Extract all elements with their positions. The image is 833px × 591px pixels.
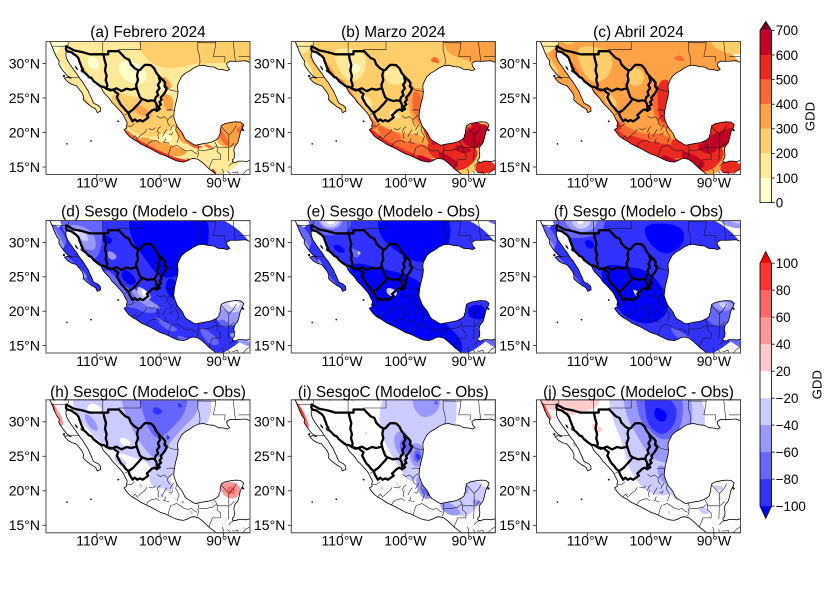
svg-text:110°W: 110°W (322, 353, 364, 369)
svg-text:100°W: 100°W (139, 174, 182, 190)
svg-text:0: 0 (776, 195, 783, 210)
svg-text:90°W: 90°W (206, 353, 241, 369)
svg-text:500: 500 (776, 72, 798, 87)
svg-text:100°W: 100°W (384, 533, 427, 549)
svg-text:60: 60 (776, 310, 791, 325)
svg-text:15°N: 15°N (9, 337, 40, 353)
svg-text:110°W: 110°W (567, 353, 609, 369)
svg-text:600: 600 (776, 48, 798, 63)
svg-text:110°W: 110°W (76, 533, 118, 549)
svg-text:20: 20 (776, 364, 791, 379)
svg-text:25°N: 25°N (254, 448, 285, 464)
svg-text:80: 80 (776, 283, 791, 298)
svg-text:−60: −60 (776, 445, 799, 460)
svg-text:100°W: 100°W (384, 174, 427, 190)
svg-text:15°N: 15°N (499, 517, 530, 533)
svg-text:20°N: 20°N (254, 483, 285, 499)
svg-text:25°N: 25°N (9, 90, 40, 106)
svg-text:15°N: 15°N (254, 517, 285, 533)
svg-text:(j) SesgoC (ModeloC - Obs): (j) SesgoC (ModeloC - Obs) (543, 384, 734, 401)
svg-text:90°W: 90°W (206, 533, 241, 549)
svg-text:25°N: 25°N (254, 90, 285, 106)
svg-text:100°W: 100°W (139, 533, 182, 549)
svg-text:90°W: 90°W (697, 174, 732, 190)
svg-text:200: 200 (776, 146, 798, 161)
svg-text:30°N: 30°N (9, 414, 40, 430)
svg-text:25°N: 25°N (499, 90, 530, 106)
svg-text:300: 300 (776, 122, 798, 137)
svg-text:15°N: 15°N (499, 159, 530, 175)
svg-text:90°W: 90°W (452, 533, 487, 549)
svg-text:90°W: 90°W (697, 533, 732, 549)
svg-text:100°W: 100°W (139, 353, 182, 369)
svg-text:100: 100 (776, 171, 798, 186)
svg-text:90°W: 90°W (697, 353, 732, 369)
svg-text:15°N: 15°N (254, 159, 285, 175)
svg-text:90°W: 90°W (206, 174, 241, 190)
svg-text:30°N: 30°N (9, 55, 40, 71)
svg-text:110°W: 110°W (76, 174, 118, 190)
svg-text:20°N: 20°N (254, 303, 285, 319)
svg-text:40: 40 (776, 337, 791, 352)
svg-text:30°N: 30°N (9, 234, 40, 250)
svg-text:(a) Febrero 2024: (a) Febrero 2024 (90, 24, 206, 41)
svg-text:700: 700 (776, 23, 798, 38)
svg-text:(c) Abril 2024: (c) Abril 2024 (593, 24, 684, 41)
svg-text:400: 400 (776, 97, 798, 112)
svg-text:−80: −80 (776, 472, 799, 487)
svg-text:100°W: 100°W (630, 174, 673, 190)
svg-text:110°W: 110°W (76, 353, 118, 369)
svg-text:25°N: 25°N (499, 448, 530, 464)
svg-text:20°N: 20°N (9, 124, 40, 140)
svg-text:30°N: 30°N (499, 234, 530, 250)
svg-text:100°W: 100°W (630, 353, 673, 369)
svg-text:30°N: 30°N (254, 55, 285, 71)
svg-text:15°N: 15°N (9, 517, 40, 533)
svg-text:15°N: 15°N (254, 337, 285, 353)
svg-text:(i) SesgoC (ModeloC - Obs): (i) SesgoC (ModeloC - Obs) (298, 384, 489, 401)
svg-text:20°N: 20°N (9, 303, 40, 319)
svg-text:15°N: 15°N (9, 159, 40, 175)
svg-text:20°N: 20°N (499, 303, 530, 319)
svg-text:20°N: 20°N (254, 124, 285, 140)
svg-text:25°N: 25°N (499, 269, 530, 285)
svg-text:110°W: 110°W (567, 174, 609, 190)
svg-text:110°W: 110°W (322, 533, 364, 549)
svg-text:−20: −20 (776, 391, 799, 406)
svg-text:20°N: 20°N (9, 483, 40, 499)
svg-text:GDD: GDD (810, 370, 825, 399)
svg-text:−100: −100 (776, 499, 806, 514)
svg-text:30°N: 30°N (499, 55, 530, 71)
svg-text:20°N: 20°N (499, 124, 530, 140)
svg-text:30°N: 30°N (254, 234, 285, 250)
svg-text:(f) Sesgo (Modelo - Obs): (f) Sesgo (Modelo - Obs) (554, 203, 723, 220)
svg-text:(e) Sesgo (Modelo - Obs): (e) Sesgo (Modelo - Obs) (306, 203, 480, 220)
svg-text:20°N: 20°N (499, 483, 530, 499)
svg-text:25°N: 25°N (9, 448, 40, 464)
svg-text:100: 100 (776, 256, 798, 271)
svg-text:(h) SesgoC (ModeloC - Obs): (h) SesgoC (ModeloC - Obs) (50, 384, 246, 401)
svg-text:−40: −40 (776, 418, 799, 433)
svg-text:(d) Sesgo (Modelo - Obs): (d) Sesgo (Modelo - Obs) (61, 203, 235, 220)
svg-text:30°N: 30°N (254, 414, 285, 430)
svg-text:30°N: 30°N (499, 414, 530, 430)
svg-text:(b) Marzo 2024: (b) Marzo 2024 (341, 24, 446, 41)
svg-text:GDD: GDD (803, 102, 818, 131)
svg-text:15°N: 15°N (499, 337, 530, 353)
svg-text:100°W: 100°W (630, 533, 673, 549)
svg-text:90°W: 90°W (452, 174, 487, 190)
svg-text:110°W: 110°W (567, 533, 609, 549)
svg-text:90°W: 90°W (452, 353, 487, 369)
svg-text:100°W: 100°W (384, 353, 427, 369)
svg-text:25°N: 25°N (9, 269, 40, 285)
svg-text:25°N: 25°N (254, 269, 285, 285)
svg-text:110°W: 110°W (322, 174, 364, 190)
